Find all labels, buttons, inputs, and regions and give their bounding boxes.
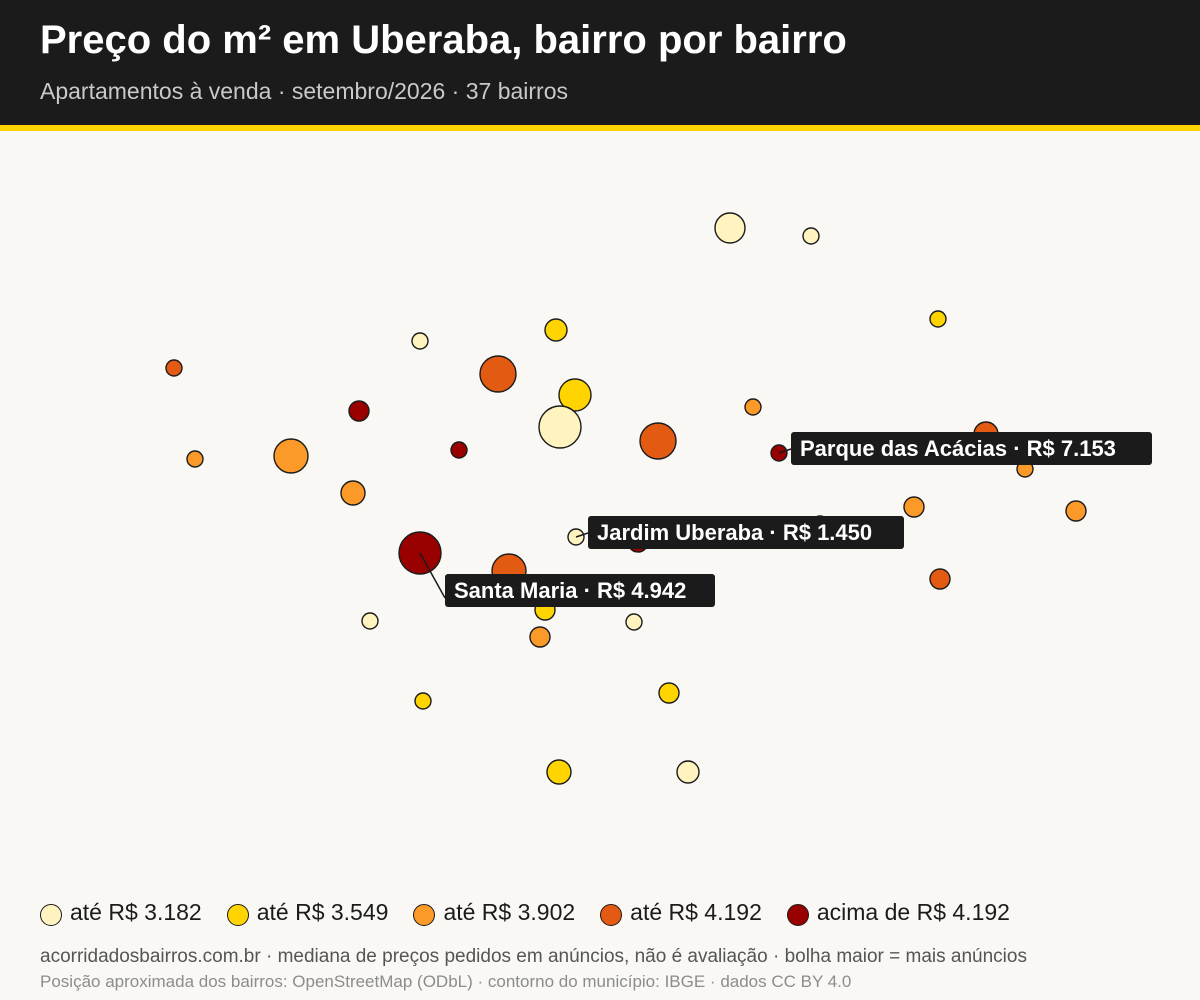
callout-box	[588, 516, 904, 549]
legend-label: até R$ 3.182	[70, 898, 202, 925]
legend-item-class-5: acima de R$ 4.192	[786, 898, 1010, 926]
callout-label: Parque das Acácias · R$ 7.153	[778, 432, 1152, 465]
neighborhood-bubble[interactable]	[538, 405, 582, 449]
neighborhood-bubble[interactable]	[625, 613, 643, 631]
neighborhood-bubble[interactable]	[802, 227, 820, 245]
legend-swatch-icon	[786, 904, 809, 926]
neighborhood-bubble[interactable]	[1065, 500, 1087, 522]
neighborhood-bubble[interactable]	[903, 496, 925, 518]
callout-leader-line	[575, 532, 589, 538]
callout-box	[445, 574, 715, 607]
neighborhood-bubble[interactable]	[544, 318, 568, 342]
neighborhood-bubble[interactable]	[411, 332, 429, 350]
neighborhood-bubble[interactable]	[348, 400, 370, 422]
callout-text: Parque das Acácias · R$ 7.153	[800, 436, 1116, 461]
neighborhood-bubble[interactable]	[714, 212, 746, 244]
neighborhood-bubble[interactable]	[546, 759, 572, 785]
callout-label: Jardim Uberaba · R$ 1.450	[575, 516, 904, 549]
neighborhood-bubble[interactable]	[361, 612, 379, 630]
callout-text: Santa Maria · R$ 4.942	[454, 578, 686, 603]
price-legend: até R$ 3.182 até R$ 3.549 até R$ 3.902 a…	[40, 895, 1035, 929]
callout-leader-line	[419, 552, 446, 599]
neighborhood-bubble[interactable]	[450, 441, 468, 459]
neighborhood-bubble[interactable]	[929, 568, 951, 590]
callout-label: Santa Maria · R$ 4.942	[419, 552, 715, 607]
page-title: Preço do m² em Uberaba, bairro por bairr…	[40, 18, 847, 62]
legend-item-class-4: até R$ 4.192	[600, 898, 762, 926]
footer-attribution: Posição aproximada dos bairros: OpenStre…	[40, 972, 852, 991]
neighborhood-bubble[interactable]	[186, 450, 204, 468]
bubbles-layer	[165, 212, 1087, 785]
header-bar: Preço do m² em Uberaba, bairro por bairr…	[0, 0, 1200, 125]
legend-swatch-icon	[226, 904, 249, 926]
legend-label: acima de R$ 4.192	[816, 898, 1010, 925]
neighborhood-bubble[interactable]	[744, 398, 762, 416]
neighborhood-bubble[interactable]	[676, 760, 700, 784]
legend-item-class-2: até R$ 3.549	[226, 898, 389, 926]
accent-divider	[0, 125, 1200, 131]
legend-item-class-1: até R$ 3.182	[40, 898, 202, 926]
neighborhood-bubble[interactable]	[273, 438, 309, 474]
neighborhood-bubble[interactable]	[658, 682, 680, 704]
page-subtitle: Apartamentos à venda · setembro/2026 · 3…	[40, 78, 569, 104]
footer-source-note: acorridadosbairros.com.br · mediana de p…	[40, 946, 1027, 967]
legend-swatch-icon	[600, 904, 623, 926]
callout-text: Jardim Uberaba · R$ 1.450	[597, 520, 872, 545]
neighborhood-bubble[interactable]	[639, 422, 677, 460]
callout-box	[791, 432, 1152, 465]
neighborhood-bubble[interactable]	[529, 626, 551, 648]
callout-leader-line	[778, 448, 792, 454]
neighborhood-bubble[interactable]	[340, 480, 366, 506]
legend-label: até R$ 4.192	[630, 898, 762, 925]
neighborhood-bubble[interactable]	[558, 378, 592, 412]
neighborhood-bubble-map[interactable]: Parque das Acácias · R$ 7.153 Jardim Uber…	[0, 131, 1200, 881]
legend-item-class-3: até R$ 3.902	[413, 898, 575, 926]
callouts-layer: Parque das Acácias · R$ 7.153 Jardim Uber…	[419, 432, 1152, 607]
legend-swatch-icon	[413, 904, 436, 926]
legend-label: até R$ 3.549	[256, 898, 389, 925]
neighborhood-bubble[interactable]	[165, 359, 183, 377]
neighborhood-bubble[interactable]	[929, 310, 947, 328]
neighborhood-bubble[interactable]	[414, 692, 432, 710]
legend-swatch-icon	[40, 904, 62, 926]
legend-label: até R$ 3.902	[443, 898, 576, 925]
neighborhood-bubble[interactable]	[479, 355, 517, 393]
